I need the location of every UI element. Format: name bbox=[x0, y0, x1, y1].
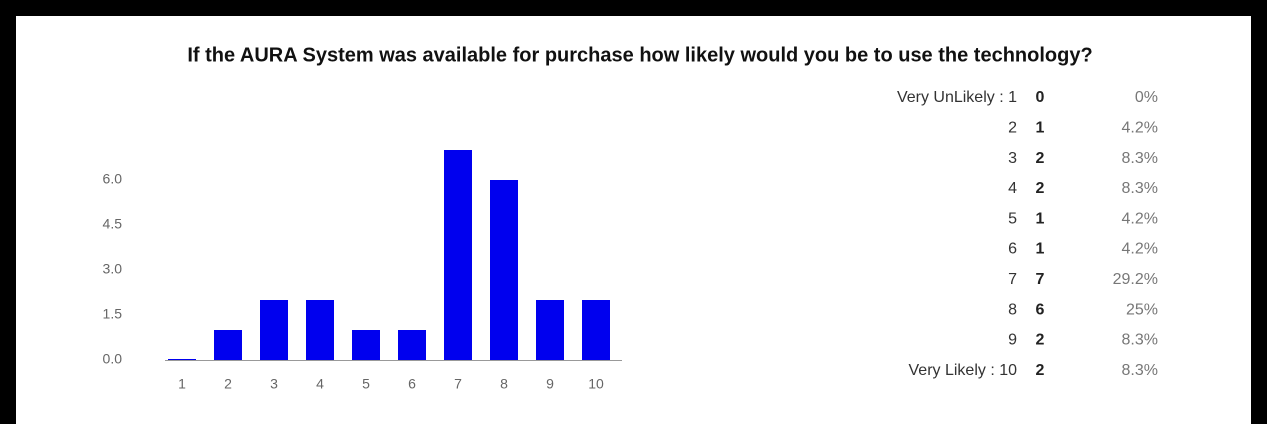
y-tick-label: 0.0 bbox=[103, 351, 123, 367]
row-count: 7 bbox=[1036, 271, 1045, 288]
x-tick-label: 3 bbox=[270, 376, 278, 392]
x-tick-label: 4 bbox=[316, 376, 324, 392]
row-label: 5 bbox=[1008, 210, 1017, 227]
y-tick-label: 4.5 bbox=[103, 216, 123, 232]
bar bbox=[582, 300, 610, 360]
row-count: 1 bbox=[1036, 210, 1045, 227]
chart-title: If the AURA System was available for pur… bbox=[187, 44, 1092, 66]
bar bbox=[352, 330, 380, 360]
row-percent: 4.2% bbox=[1122, 241, 1158, 258]
row-count: 1 bbox=[1036, 241, 1045, 258]
row-count: 2 bbox=[1036, 362, 1045, 379]
row-percent: 8.3% bbox=[1122, 332, 1158, 349]
x-tick-label: 8 bbox=[500, 376, 508, 392]
row-percent: 0% bbox=[1135, 89, 1158, 106]
x-tick-label: 10 bbox=[588, 376, 604, 392]
bar bbox=[306, 300, 334, 360]
row-count: 1 bbox=[1036, 120, 1045, 137]
row-percent: 8.3% bbox=[1122, 150, 1158, 167]
bar bbox=[214, 330, 242, 360]
row-percent: 4.2% bbox=[1122, 120, 1158, 137]
bar bbox=[260, 300, 288, 360]
x-tick-label: 6 bbox=[408, 376, 416, 392]
y-tick-label: 1.5 bbox=[103, 306, 123, 322]
row-label: 4 bbox=[1008, 180, 1017, 197]
row-label: 9 bbox=[1008, 332, 1017, 349]
bar bbox=[168, 359, 196, 360]
row-label: 8 bbox=[1008, 301, 1017, 318]
row-percent: 8.3% bbox=[1122, 362, 1158, 379]
row-count: 2 bbox=[1036, 150, 1045, 167]
bar bbox=[398, 330, 426, 360]
row-label: Very UnLikely : 1 bbox=[897, 89, 1017, 106]
row-label: 2 bbox=[1008, 120, 1017, 137]
bar bbox=[490, 180, 518, 360]
row-percent: 8.3% bbox=[1122, 180, 1158, 197]
row-percent: 4.2% bbox=[1122, 210, 1158, 227]
row-label: Very Likely : 10 bbox=[909, 362, 1018, 379]
row-label: 3 bbox=[1008, 150, 1017, 167]
x-tick-label: 5 bbox=[362, 376, 370, 392]
bar bbox=[536, 300, 564, 360]
bar bbox=[444, 150, 472, 360]
row-count: 2 bbox=[1036, 180, 1045, 197]
row-label: 6 bbox=[1008, 241, 1017, 258]
x-tick-label: 7 bbox=[454, 376, 462, 392]
row-percent: 25% bbox=[1126, 301, 1158, 318]
row-percent: 29.2% bbox=[1113, 271, 1158, 288]
row-count: 6 bbox=[1036, 301, 1045, 318]
row-count: 2 bbox=[1036, 332, 1045, 349]
x-tick-label: 1 bbox=[178, 376, 186, 392]
panel bbox=[16, 16, 1251, 424]
x-tick-label: 2 bbox=[224, 376, 232, 392]
y-tick-label: 6.0 bbox=[103, 171, 123, 187]
y-tick-label: 3.0 bbox=[103, 261, 123, 277]
row-count: 0 bbox=[1036, 89, 1045, 106]
row-label: 7 bbox=[1008, 271, 1017, 288]
x-tick-label: 9 bbox=[546, 376, 554, 392]
